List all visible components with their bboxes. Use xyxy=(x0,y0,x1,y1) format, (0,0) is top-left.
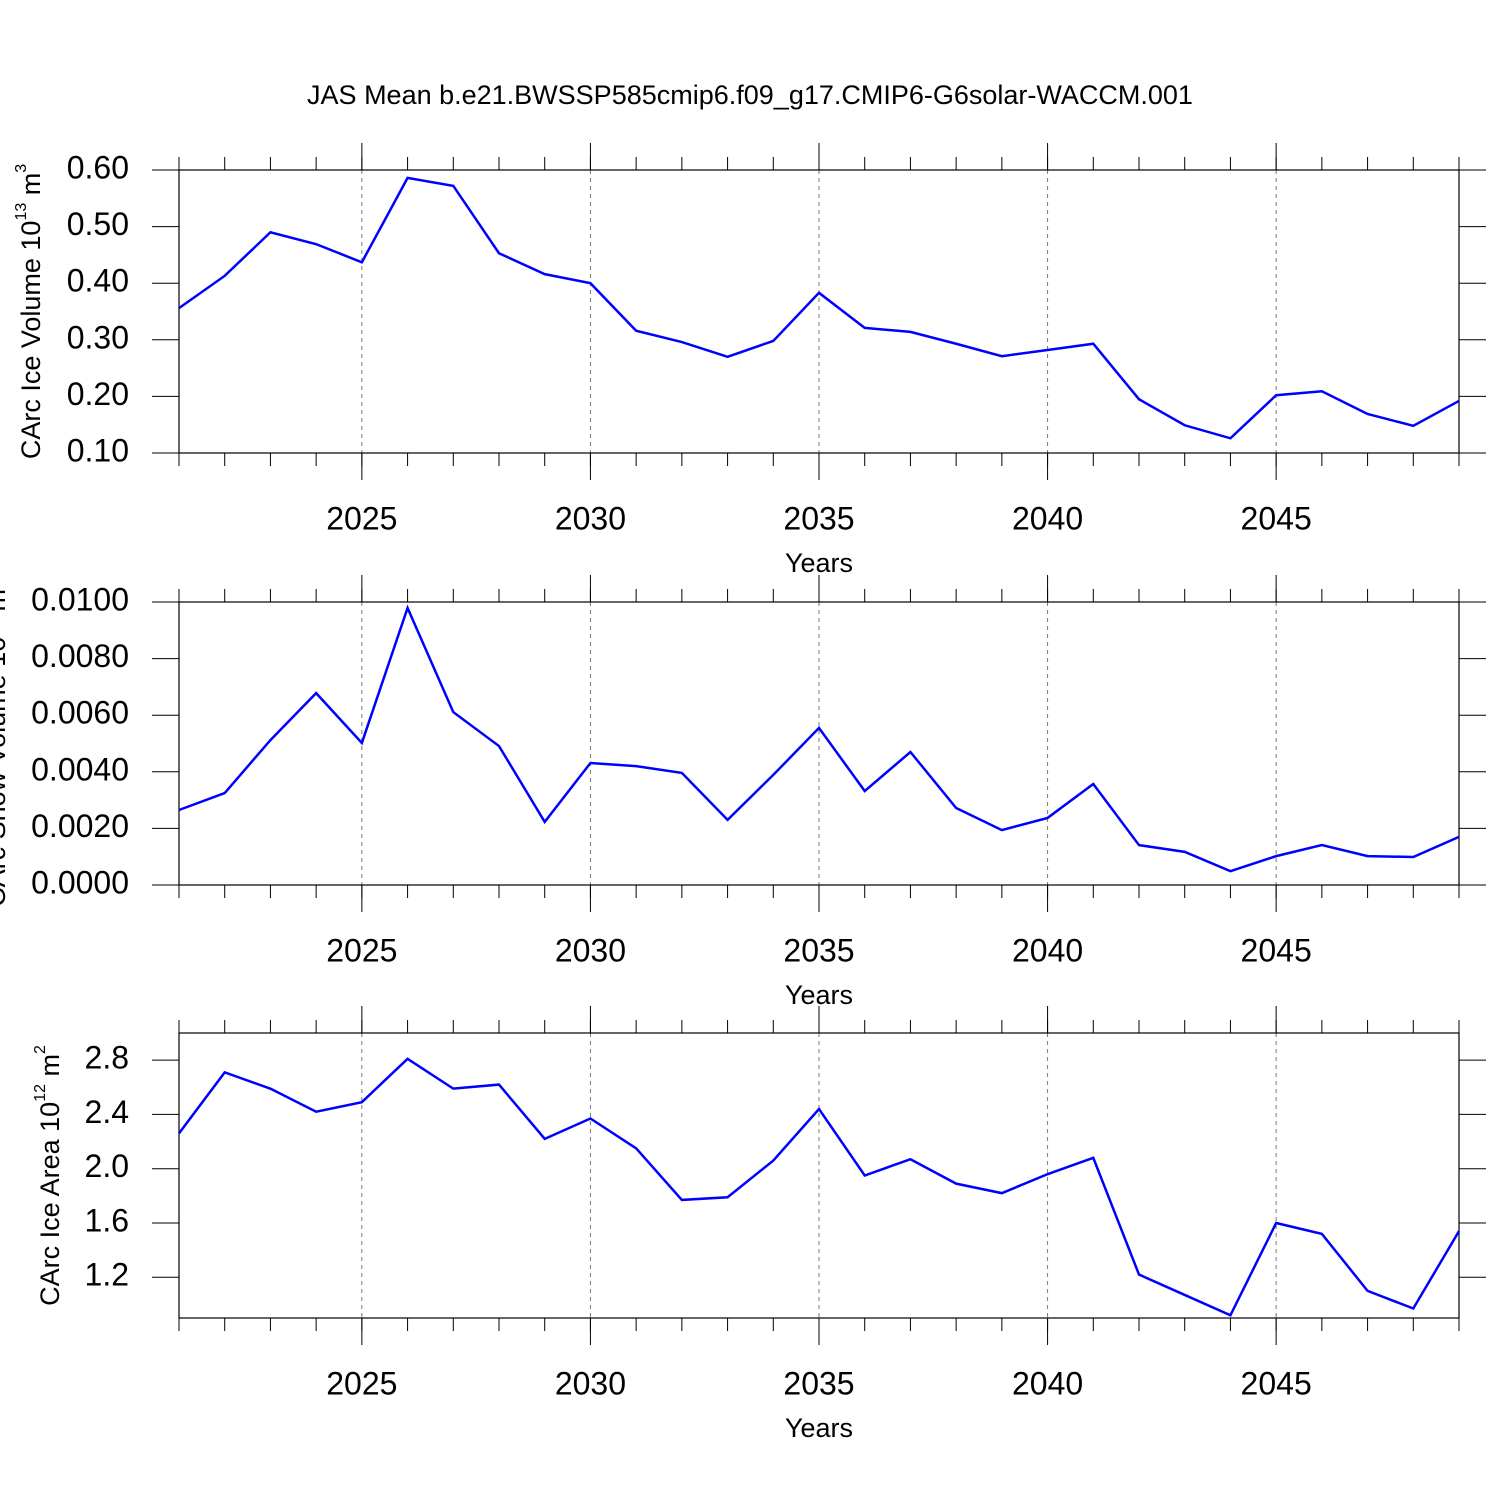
y-axis-label: CArc Snow Volume 1013 m3 xyxy=(0,580,11,907)
data-line xyxy=(178,176,1460,440)
x-tick-label: 2040 xyxy=(1012,500,1083,536)
y-tick-label: 0.60 xyxy=(67,149,129,185)
x-axis-label: Years xyxy=(785,548,853,578)
y-tick-label: 0.0000 xyxy=(31,864,129,900)
y-tick-label: 2.4 xyxy=(85,1094,129,1130)
x-tick-label: 2030 xyxy=(555,1365,626,1401)
chart-title: JAS Mean b.e21.BWSSP585cmip6.f09_g17.CMI… xyxy=(307,80,1193,110)
x-tick-label: 2040 xyxy=(1012,1365,1083,1401)
x-tick-label: 2040 xyxy=(1012,932,1083,968)
x-tick-label: 2030 xyxy=(555,932,626,968)
x-tick-label: 2045 xyxy=(1241,1365,1312,1401)
plot-frame xyxy=(178,169,1460,454)
y-tick-label: 1.2 xyxy=(85,1257,129,1293)
y-label-exponent: 13 xyxy=(13,203,30,221)
y-tick-label: 0.0100 xyxy=(31,581,129,617)
x-tick-label: 2035 xyxy=(783,500,854,536)
y-tick-label: 2.8 xyxy=(85,1040,129,1076)
y-tick-label: 0.30 xyxy=(67,319,129,355)
y-label-exponent: 2 xyxy=(32,1045,49,1054)
y-tick-label: 2.0 xyxy=(85,1148,129,1184)
y-tick-label: 0.10 xyxy=(67,432,129,468)
y-tick-label: 0.0020 xyxy=(31,808,129,844)
y-label-exponent: 12 xyxy=(32,1084,49,1102)
y-tick-label: 0.50 xyxy=(67,206,129,242)
x-tick-label: 2035 xyxy=(783,1365,854,1401)
x-tick-label: 2025 xyxy=(326,1365,397,1401)
x-tick-label: 2030 xyxy=(555,500,626,536)
x-tick-label: 2045 xyxy=(1241,500,1312,536)
y-axis-label: CArc Ice Volume 1013 m3 xyxy=(13,164,46,459)
x-axis-label: Years xyxy=(785,1413,853,1443)
y-label-text: m xyxy=(16,173,46,203)
x-tick-label: 2045 xyxy=(1241,932,1312,968)
y-label-text: CArc Ice Volume 10 xyxy=(16,221,46,460)
y-label-exponent: 3 xyxy=(13,164,30,173)
y-label-text: m xyxy=(0,589,11,619)
plot-frame xyxy=(178,601,1460,886)
x-tick-label: 2025 xyxy=(326,932,397,968)
y-tick-label: 0.0080 xyxy=(31,638,129,674)
data-line xyxy=(177,1057,1461,1317)
x-tick-label: 2035 xyxy=(783,932,854,968)
y-tick-label: 0.0060 xyxy=(31,695,129,731)
y-label-text: m xyxy=(35,1054,65,1084)
y-tick-label: 0.20 xyxy=(67,376,129,412)
x-tick-label: 2025 xyxy=(326,500,397,536)
plot-frame xyxy=(178,1032,1460,1319)
y-tick-label: 1.6 xyxy=(85,1202,129,1238)
y-tick-label: 0.40 xyxy=(67,263,129,299)
x-axis-label: Years xyxy=(785,980,853,1010)
y-axis-label: CArc Ice Area 1012 m2 xyxy=(32,1045,65,1306)
y-tick-label: 0.0040 xyxy=(31,751,129,787)
y-label-text: CArc Snow Volume 10 xyxy=(0,637,11,907)
data-line xyxy=(178,604,1460,873)
y-label-text: CArc Ice Area 10 xyxy=(35,1102,65,1306)
